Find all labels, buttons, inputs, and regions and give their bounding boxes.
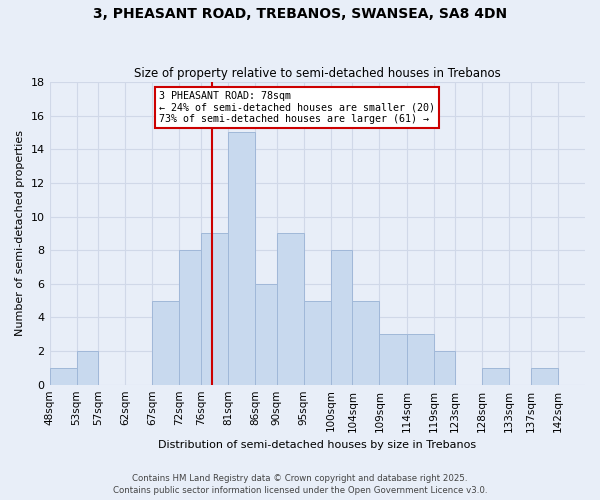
Bar — [407, 334, 434, 384]
Bar — [304, 300, 331, 384]
Bar — [482, 368, 509, 384]
Bar — [228, 132, 255, 384]
Text: Contains HM Land Registry data © Crown copyright and database right 2025.
Contai: Contains HM Land Registry data © Crown c… — [113, 474, 487, 495]
Bar — [152, 300, 179, 384]
Bar — [379, 334, 407, 384]
Y-axis label: Number of semi-detached properties: Number of semi-detached properties — [15, 130, 25, 336]
Bar — [179, 250, 201, 384]
Title: Size of property relative to semi-detached houses in Trebanos: Size of property relative to semi-detach… — [134, 66, 500, 80]
Bar — [434, 351, 455, 384]
Text: 3, PHEASANT ROAD, TREBANOS, SWANSEA, SA8 4DN: 3, PHEASANT ROAD, TREBANOS, SWANSEA, SA8… — [93, 8, 507, 22]
Bar — [352, 300, 379, 384]
Bar — [77, 351, 98, 384]
Bar — [50, 368, 77, 384]
X-axis label: Distribution of semi-detached houses by size in Trebanos: Distribution of semi-detached houses by … — [158, 440, 476, 450]
Bar — [331, 250, 352, 384]
Bar — [255, 284, 277, 384]
Bar — [277, 234, 304, 384]
Text: 3 PHEASANT ROAD: 78sqm
← 24% of semi-detached houses are smaller (20)
73% of sem: 3 PHEASANT ROAD: 78sqm ← 24% of semi-det… — [160, 91, 436, 124]
Bar — [531, 368, 558, 384]
Bar — [201, 234, 228, 384]
